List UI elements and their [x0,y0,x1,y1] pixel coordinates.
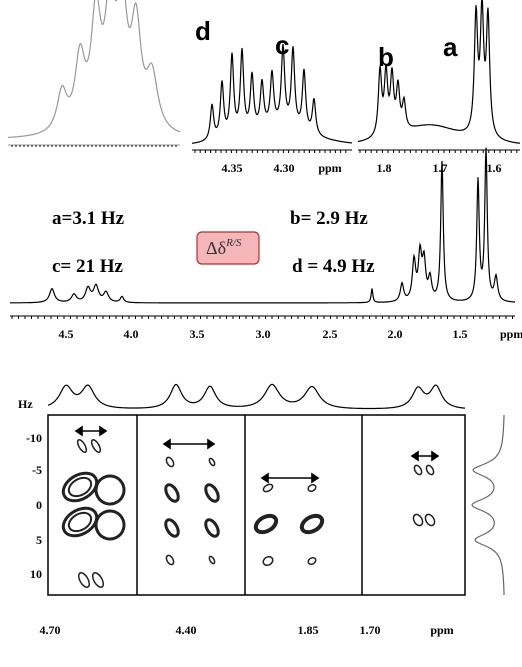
spectrum-trace [357,0,521,144]
coupling-text: c= 21 Hz [52,256,124,277]
tick-label: 3.5 [190,327,205,341]
delta-label: ΔδR/S [206,237,242,258]
spectrum-trace [191,43,353,144]
tick-label: 1.7 [433,161,448,175]
tick-label: 4.70 [40,623,61,637]
contour [204,483,220,503]
spectrum-trace [471,415,505,596]
contour [90,439,102,453]
contour [165,456,175,468]
delta-box [196,231,260,265]
tick-label: 4.35 [222,161,243,175]
spectrum-trace [9,147,515,304]
arrowheads [74,425,440,484]
tick-label: -5 [32,463,42,477]
contour [262,555,274,567]
contour [253,513,279,535]
contour [67,476,93,498]
contour [412,513,424,527]
peak-label: b [378,42,394,72]
arrows [74,425,440,484]
contour [94,509,126,541]
contour [76,439,88,453]
coupling-text: d = 4.9 Hz [292,256,375,277]
delta-symbol: Δδ [206,238,226,258]
contour [307,556,317,566]
tick-label: 4.40 [176,623,197,637]
contour [425,464,435,476]
contour [61,471,99,503]
tick-label: 4.5 [59,327,74,341]
peak-label: c [275,30,289,60]
tick-label: 2.0 [388,327,403,341]
peak-label: d [195,16,211,46]
tick-label: 4.30 [274,161,295,175]
axis-unit: ppm [430,623,453,637]
axis-unit: ppm [318,161,341,175]
coupling-text: b= 2.9 Hz [290,208,368,229]
tick-label: 2.5 [323,327,338,341]
contour [94,474,126,506]
contour [165,554,175,566]
contour [299,513,325,535]
contour [77,572,91,588]
panel-frame [47,414,466,596]
contour [67,511,93,533]
tick-label: 1.5 [453,327,468,341]
spectrum-trace [8,0,181,138]
contour [208,555,216,565]
tick-label: 5 [36,533,42,547]
tick-labels: 4.5 4.0 3.5 3.0 2.5 2.0 1.5 ppm [59,327,522,341]
tick-label: 10 [30,567,42,581]
contour [413,464,423,476]
tick-label: 1.6 [487,161,502,175]
axis-unit: ppm [500,327,522,341]
tick-label: 0 [36,498,42,512]
contour [262,483,274,493]
tick-label: 4.0 [124,327,139,341]
contour [208,457,216,467]
spectrum-trace [47,383,466,410]
contours [61,439,436,588]
tick-label: 3.0 [256,327,271,341]
delta-superscript: R/S [225,237,242,249]
contour [91,572,105,588]
contour [204,518,220,538]
tick-label: 1.85 [298,623,319,637]
contour [164,483,180,503]
tick-label: 1.70 [360,623,381,637]
contour [61,506,99,538]
axis-unit: Hz [18,397,33,411]
contour [164,518,180,538]
contour [424,513,436,527]
peak-label: a [443,32,458,62]
tick-label: 1.8 [377,161,392,175]
coupling-text: a=3.1 Hz [52,208,125,229]
contour [307,483,317,493]
tick-label: -10 [26,431,42,445]
